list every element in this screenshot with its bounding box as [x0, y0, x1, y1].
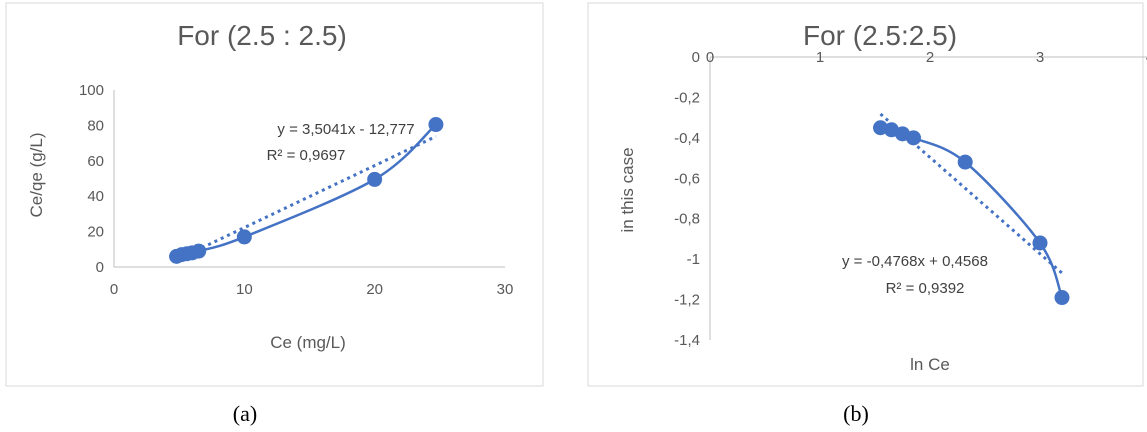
chart-b-y-tick-label: -1,4: [674, 332, 700, 349]
chart-a-x-tick-label: 10: [236, 281, 253, 298]
chart-a-x-tick-label: 20: [366, 281, 383, 298]
chart-a-title: For (2.5 : 2.5): [177, 20, 347, 51]
chart-b-x-tick-label: 3: [1036, 49, 1044, 66]
chart-a-y-tick-label: 60: [87, 153, 104, 170]
chart-b-trend-equation: y = -0,4768x + 0,4568: [842, 253, 988, 270]
chart-b-series-line: [880, 126, 1064, 299]
chart-a-trend-r2: R² = 0,9697: [267, 147, 346, 164]
chart-b-data-point: [1054, 290, 1070, 306]
chart-a-y-tick-label: 100: [79, 82, 104, 99]
chart-a-y-tick-label: 0: [96, 259, 104, 276]
chart-b-plot: 0 -0,2 -0,4 -0,6 -0,8 -1 -1,2 -1,4 0 1 2 3 4: [674, 49, 1147, 349]
chart-a-xlabel: Ce (mg/L): [270, 333, 346, 352]
chart-b-y-tick-label: -1,2: [674, 292, 700, 309]
chart-b-x-tick-label: 0: [706, 49, 714, 66]
chart-b-data-point: [957, 154, 973, 170]
chart-a-data-point: [428, 117, 444, 133]
chart-b-y-tick-label: -0,4: [674, 130, 700, 147]
chart-b-y-tick-label: 0: [692, 49, 700, 66]
chart-a-trendline: [175, 135, 437, 262]
chart-a-ylabel: Ce/qe (g/L): [27, 132, 46, 217]
chart-b-xlabel: ln Ce: [910, 355, 950, 374]
chart-b-frame: [587, 2, 1144, 387]
chart-a-x-tick-label: 0: [110, 281, 118, 298]
chart-a-plot: 0 20 40 60 80 100 0 10 20 30: [79, 82, 513, 298]
chart-a-y-tick-label: 20: [87, 224, 104, 241]
chart-b-y-tick-label: -1: [687, 251, 700, 268]
chart-a-y-tick-label: 80: [87, 117, 104, 134]
chart-b-x-tick-label: 1: [816, 49, 824, 66]
caption-b: (b): [843, 401, 869, 426]
chart-b-trendline: [879, 112, 1063, 275]
chart-a-data-point: [191, 243, 207, 259]
chart-a-series-line: [176, 123, 437, 258]
chart-b-y-tick-label: -0,2: [674, 89, 700, 106]
chart-b-data-point: [1032, 235, 1048, 251]
chart-a-frame: [5, 2, 544, 387]
chart-b-y-tick-label: -0,8: [674, 211, 700, 228]
chart-a-data-point: [236, 229, 252, 245]
chart-b-y-tick-label: -0,6: [674, 170, 700, 187]
chart-a-y-tick-label: 40: [87, 188, 104, 205]
chart-b-trend-r2: R² = 0,9392: [886, 280, 965, 297]
caption-a: (a): [233, 401, 257, 426]
chart-b-x-tick-label: 2: [926, 49, 934, 66]
chart-b-ylabel: in this case: [618, 147, 637, 232]
chart-a-data-point: [367, 171, 383, 187]
chart-a-trend-equation: y = 3,5041x - 12,777: [277, 121, 414, 138]
chart-b-x-tick-label: 4: [1146, 49, 1147, 66]
chart-b-title: For (2.5:2.5): [803, 20, 957, 51]
chart-a-x-tick-label: 30: [497, 281, 514, 298]
chart-b-data-point: [906, 130, 921, 146]
